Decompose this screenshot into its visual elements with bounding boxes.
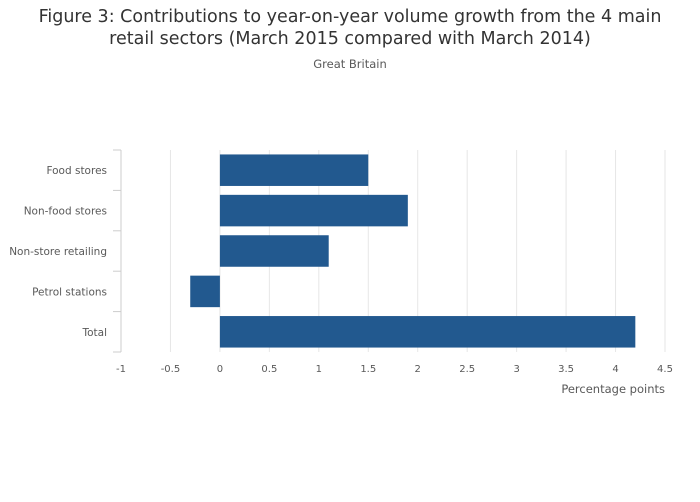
- x-axis: -1 -0.5 0 0.5 1 1.5 2 2.5 3 3.5 4 4.5: [116, 364, 673, 375]
- x-tick-label: 2.5: [459, 364, 475, 375]
- bar-total: [219, 316, 636, 348]
- x-tick-label: -0.5: [161, 364, 181, 375]
- x-tick-label: 4.5: [657, 364, 673, 375]
- bar-petrol-stations: [190, 275, 220, 308]
- x-tick-label: -1: [116, 364, 126, 375]
- bar-food-stores: [219, 154, 369, 186]
- x-tick-label: 4: [612, 364, 618, 375]
- x-tick-label: 0.5: [261, 364, 277, 375]
- bars: [190, 154, 636, 348]
- bar-non-food-stores: [219, 194, 408, 227]
- y-tick-label: Non-food stores: [24, 206, 107, 218]
- x-tick-label: 2: [415, 364, 421, 375]
- x-tick-label: 3.5: [558, 364, 574, 375]
- chart-subtitle: Great Britain: [313, 57, 387, 71]
- x-tick-label: 1: [316, 364, 322, 375]
- y-tick-label: Total: [81, 327, 107, 339]
- y-tick-label: Petrol stations: [32, 286, 107, 298]
- chart-title: Figure 3: Contributions to year-on-year …: [0, 6, 700, 50]
- x-tick-label: 1.5: [360, 364, 376, 375]
- x-tick-label: 3: [513, 364, 519, 375]
- chart-title-line-1: Figure 3: Contributions to year-on-year …: [38, 7, 662, 27]
- chart-title-line-2: retail sectors (March 2015 compared with…: [109, 29, 591, 49]
- bar-non-store-retailing: [219, 235, 329, 267]
- x-tick-label: 0: [217, 364, 223, 375]
- y-axis: Food stores Non-food stores Non-store reta…: [9, 149, 122, 353]
- y-tick-label: Food stores: [46, 165, 107, 177]
- y-tick-label: Non-store retailing: [9, 246, 107, 258]
- x-axis-title: Percentage points: [561, 382, 665, 396]
